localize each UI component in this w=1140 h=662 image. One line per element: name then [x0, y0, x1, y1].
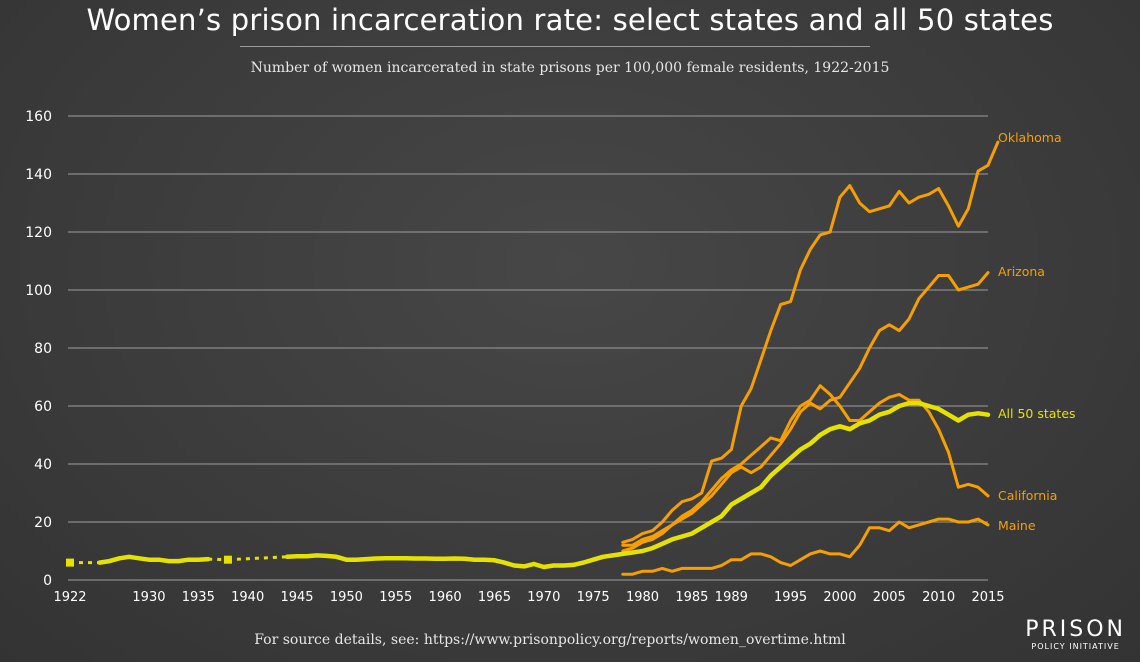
x-tick-label: 1980 — [626, 590, 659, 605]
x-tick-label: 2015 — [971, 590, 1004, 605]
chart-title: Women’s prison incarceration rate: selec… — [86, 3, 1054, 37]
logo-line1: PRISON — [1025, 617, 1126, 642]
y-tick-label: 160 — [25, 109, 52, 125]
x-tick-label: 1930 — [132, 590, 165, 605]
series-lines — [66, 140, 1000, 576]
x-tick-label: 1965 — [478, 590, 511, 605]
series-label: Arizona — [998, 264, 1045, 279]
y-tick-label: 120 — [25, 225, 52, 241]
y-tick-label: 100 — [25, 283, 52, 299]
x-tick-label: 1955 — [379, 590, 412, 605]
x-tick-label: 1960 — [429, 590, 462, 605]
y-tick-label: 20 — [34, 515, 52, 531]
series-line — [621, 517, 990, 576]
source-note: For source details, see: https://www.pri… — [254, 632, 846, 648]
x-tick-label: 1970 — [527, 590, 560, 605]
missing-data-dashed-line — [208, 557, 228, 562]
y-tick-label: 0 — [43, 573, 52, 589]
x-tick-label: 1950 — [330, 590, 363, 605]
title-divider — [240, 46, 870, 47]
x-tick-label: 1922 — [53, 590, 86, 605]
logo-line2: POLICY INITIATIVE — [1031, 642, 1120, 651]
gridlines — [68, 115, 988, 581]
series-line — [621, 384, 990, 553]
x-tick-label: 1985 — [675, 590, 708, 605]
series-california — [621, 384, 990, 553]
x-tick-label: 1940 — [231, 590, 264, 605]
series-oklahoma — [621, 140, 1000, 544]
series-label: Maine — [998, 518, 1036, 533]
y-tick-label: 60 — [34, 399, 52, 415]
x-tick-label: 1935 — [182, 590, 215, 605]
series-arizona — [621, 271, 990, 547]
series-maine — [621, 517, 990, 576]
x-tick-label: 1945 — [280, 590, 313, 605]
y-tick-label: 80 — [34, 341, 52, 357]
x-tick-label: 2005 — [873, 590, 906, 605]
series-line — [621, 271, 990, 547]
x-tick-label: 2010 — [922, 590, 955, 605]
x-axis-ticks: 1922 1930 1935 1940 1945 1950 1955 1960 1965 1970… — [53, 590, 1004, 605]
series-line — [97, 554, 211, 565]
series-labels: Oklahoma Arizona California Maine All 50 sta… — [998, 130, 1076, 533]
series-all-50-states — [66, 400, 991, 570]
chart-subtitle: Number of women incarcerated in state pr… — [250, 60, 890, 76]
series-label: California — [998, 488, 1057, 503]
y-axis-ticks: 0 20 40 60 80 100 120 140 160 — [25, 109, 52, 589]
y-tick-label: 140 — [25, 167, 52, 183]
series-label: Oklahoma — [998, 130, 1062, 145]
x-tick-label: 1975 — [577, 590, 610, 605]
x-tick-label: 1989 — [715, 590, 748, 605]
prison-policy-initiative-logo: PRISON POLICY INITIATIVE — [1025, 618, 1126, 652]
series-line — [284, 400, 991, 570]
y-tick-label: 40 — [34, 457, 52, 473]
x-tick-label: 1995 — [774, 590, 807, 605]
series-label: All 50 states — [998, 406, 1076, 421]
series-line — [621, 140, 1000, 544]
missing-data-dashed-line — [227, 555, 288, 562]
x-tick-label: 2000 — [823, 590, 856, 605]
